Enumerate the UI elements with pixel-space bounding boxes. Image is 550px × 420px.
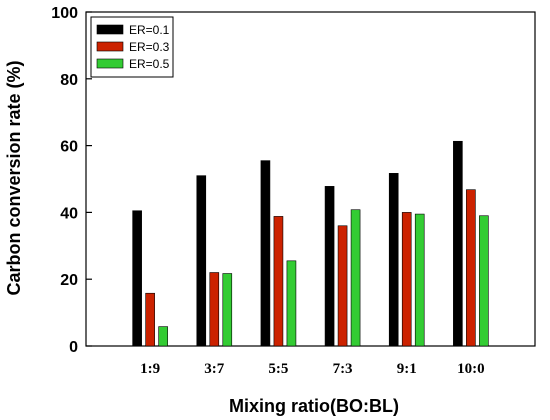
bar-er-0-5-5-5 [286, 260, 297, 347]
bar-er-0-3-9-1 [401, 212, 412, 347]
y-axis: 0 20 40 60 80 100 [51, 5, 92, 356]
y-tick-label: 60 [60, 139, 78, 156]
bar-er-0-5-3-7 [222, 273, 233, 347]
bar-er-0-3-3-7 [209, 272, 220, 347]
x-axis: 1:9 3:7 5:5 7:3 9:1 10:0 [140, 340, 485, 377]
legend-label: ER=0.1 [129, 23, 170, 37]
y-tick-label: 20 [60, 272, 78, 289]
y-tick-label: 40 [60, 205, 78, 222]
y-axis-title: Carbon conversion rate (%) [4, 60, 24, 295]
bar-er-0-3-1-9 [145, 292, 155, 347]
bar-er-0-3-10-0 [466, 189, 476, 347]
x-tick-label: 5:5 [268, 361, 288, 377]
legend-swatch [96, 58, 124, 69]
bar-er-0-1-5-5 [260, 160, 271, 347]
bar-er-0-5-1-9 [158, 326, 168, 347]
bar-er-0-1-3-7 [196, 175, 207, 347]
bar-er-0-5-9-1 [414, 213, 425, 347]
bar-er-0-1-10-0 [453, 140, 463, 347]
bar-er-0-1-7-3 [324, 186, 335, 347]
bar-er-0-3-5-5 [273, 216, 284, 347]
y-tick-label: 80 [60, 72, 78, 89]
bars [132, 140, 489, 347]
legend-swatch [96, 24, 124, 35]
plot-frame [85, 11, 536, 347]
legend-label: ER=0.3 [129, 40, 170, 54]
plot-border [85, 11, 536, 347]
y-tick-label: 100 [51, 5, 78, 22]
x-tick-label: 1:9 [140, 361, 160, 377]
bar-er-0-5-10-0 [479, 215, 489, 347]
legend-label: ER=0.5 [129, 57, 170, 71]
bar-er-0-1-9-1 [388, 173, 399, 347]
legend: ER=0.1 ER=0.3 ER=0.5 [90, 16, 174, 78]
bar-er-0-1-1-9 [132, 210, 142, 347]
x-tick-label: 3:7 [204, 361, 224, 377]
bar-er-0-3-7-3 [337, 225, 348, 347]
x-tick-label: 9:1 [397, 361, 417, 377]
x-tick-label: 10:0 [457, 361, 485, 377]
legend-swatch [96, 41, 124, 52]
y-tick-label: 0 [69, 339, 78, 356]
x-axis-title: Mixing ratio(BO:BL) [229, 396, 399, 416]
x-tick-label: 7:3 [333, 361, 353, 377]
bar-er-0-5-7-3 [350, 209, 361, 347]
